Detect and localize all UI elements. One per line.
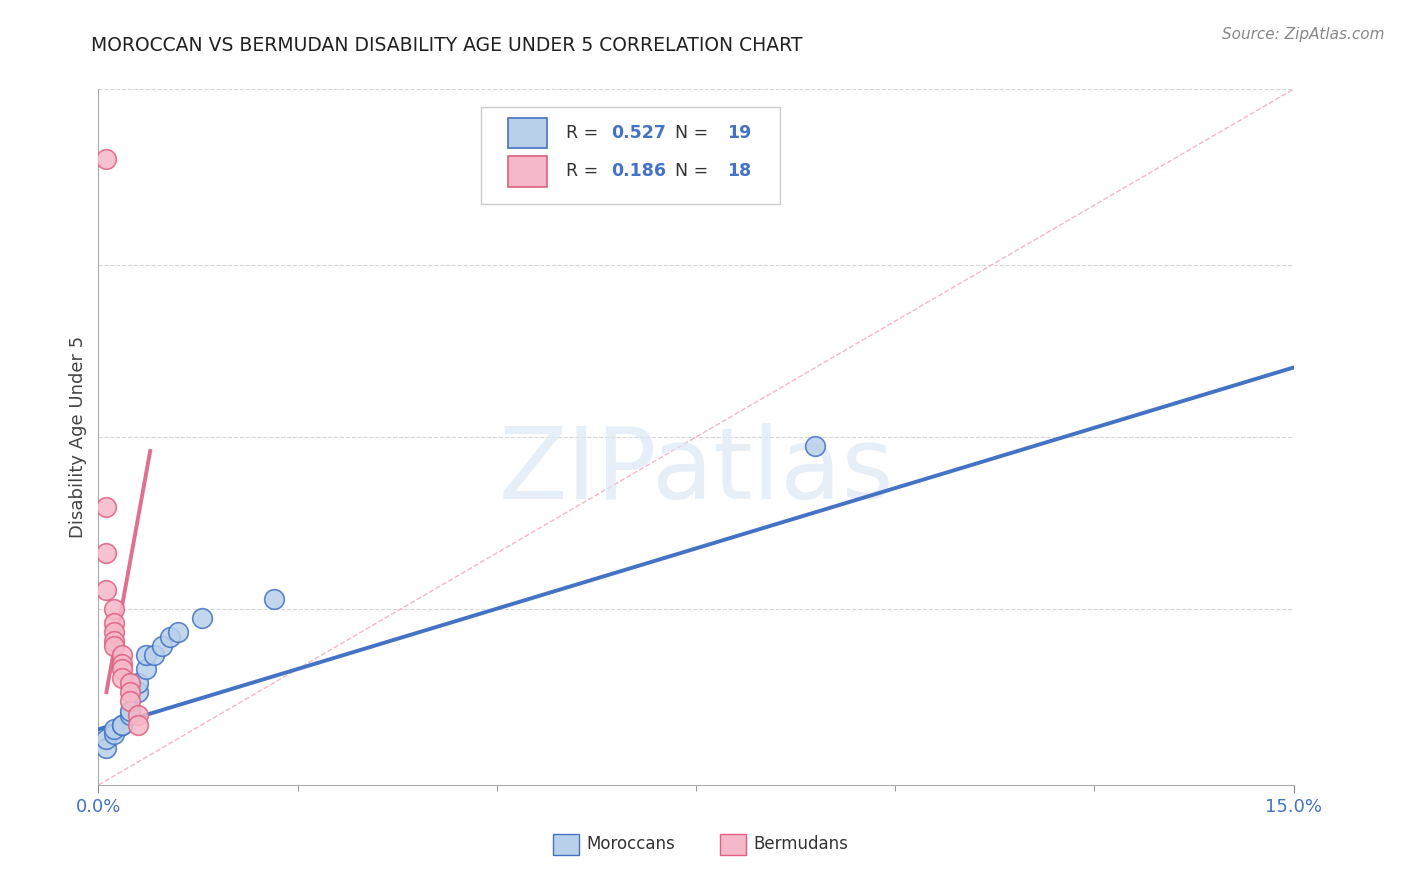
Point bbox=[103, 727, 125, 741]
Point bbox=[135, 662, 157, 676]
Point bbox=[127, 685, 149, 699]
Text: 18: 18 bbox=[727, 162, 751, 180]
Point bbox=[167, 624, 190, 639]
Point bbox=[111, 648, 134, 662]
Point bbox=[103, 624, 125, 639]
Text: 0.186: 0.186 bbox=[612, 162, 666, 180]
Point bbox=[111, 662, 134, 676]
FancyBboxPatch shape bbox=[509, 156, 547, 186]
Point bbox=[120, 704, 142, 718]
Text: R =: R = bbox=[565, 162, 603, 180]
Text: Source: ZipAtlas.com: Source: ZipAtlas.com bbox=[1222, 27, 1385, 42]
Point bbox=[120, 694, 142, 708]
Text: 0.527: 0.527 bbox=[612, 124, 666, 142]
Point bbox=[96, 546, 118, 560]
Point bbox=[191, 611, 214, 625]
Text: ZIPatlas: ZIPatlas bbox=[498, 424, 894, 520]
Point bbox=[103, 634, 125, 648]
Text: Bermudans: Bermudans bbox=[754, 835, 848, 853]
Point bbox=[96, 500, 118, 514]
Text: MOROCCAN VS BERMUDAN DISABILITY AGE UNDER 5 CORRELATION CHART: MOROCCAN VS BERMUDAN DISABILITY AGE UNDE… bbox=[91, 36, 803, 54]
Text: N =: N = bbox=[664, 124, 713, 142]
Point bbox=[127, 717, 149, 731]
Point bbox=[120, 708, 142, 723]
Point bbox=[804, 439, 827, 453]
Point bbox=[127, 676, 149, 690]
Point bbox=[111, 671, 134, 685]
Point bbox=[263, 592, 285, 607]
Point bbox=[111, 717, 134, 731]
FancyBboxPatch shape bbox=[553, 834, 579, 855]
Text: R =: R = bbox=[565, 124, 603, 142]
FancyBboxPatch shape bbox=[509, 118, 547, 148]
Point bbox=[96, 152, 118, 166]
FancyBboxPatch shape bbox=[481, 106, 780, 204]
Point bbox=[103, 639, 125, 653]
Y-axis label: Disability Age Under 5: Disability Age Under 5 bbox=[69, 336, 87, 538]
Point bbox=[111, 657, 134, 672]
Point bbox=[159, 630, 181, 644]
FancyBboxPatch shape bbox=[720, 834, 747, 855]
Point bbox=[103, 723, 125, 737]
Point bbox=[111, 717, 134, 731]
Point bbox=[150, 639, 173, 653]
Point bbox=[96, 731, 118, 746]
Text: N =: N = bbox=[664, 162, 713, 180]
Text: Moroccans: Moroccans bbox=[586, 835, 675, 853]
Point bbox=[120, 676, 142, 690]
Point bbox=[135, 648, 157, 662]
Text: 19: 19 bbox=[727, 124, 751, 142]
Point bbox=[120, 685, 142, 699]
Point bbox=[127, 708, 149, 723]
Point bbox=[96, 740, 118, 755]
Point bbox=[103, 615, 125, 630]
Point bbox=[103, 601, 125, 615]
Point bbox=[143, 648, 166, 662]
Point bbox=[96, 583, 118, 598]
